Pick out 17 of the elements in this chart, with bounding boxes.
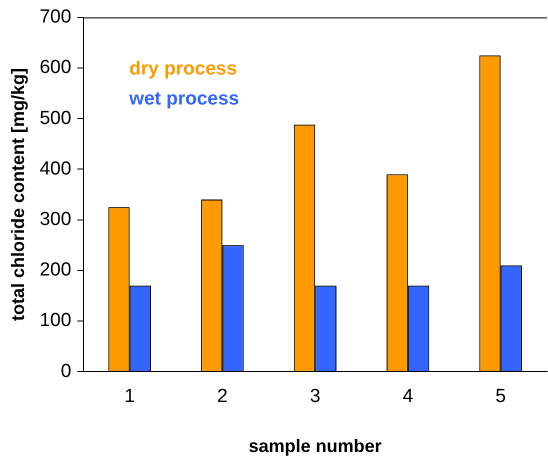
x-tick-label: 1: [124, 386, 135, 408]
x-tick-label: 4: [402, 386, 414, 408]
y-tick-label: 0: [60, 360, 72, 382]
y-tick-label: 200: [40, 260, 72, 281]
x-axis-title: sample number: [248, 436, 382, 456]
y-tick-label: 600: [40, 57, 72, 78]
x-tick-label: 5: [495, 386, 506, 408]
y-tick-label: 300: [40, 209, 72, 230]
y-tick-label: 100: [40, 310, 72, 332]
text: dry process: [129, 58, 238, 80]
y-tick-label: 400: [40, 158, 72, 180]
y-tick-label: 500: [40, 108, 72, 129]
text: wet process: [128, 88, 240, 110]
x-tick-label: 2: [217, 386, 228, 408]
y-tick-label: 700: [40, 6, 72, 28]
x-tick-label: 3: [310, 386, 320, 408]
y-axis-title: total chloride content [mg/kg]: [8, 68, 28, 322]
